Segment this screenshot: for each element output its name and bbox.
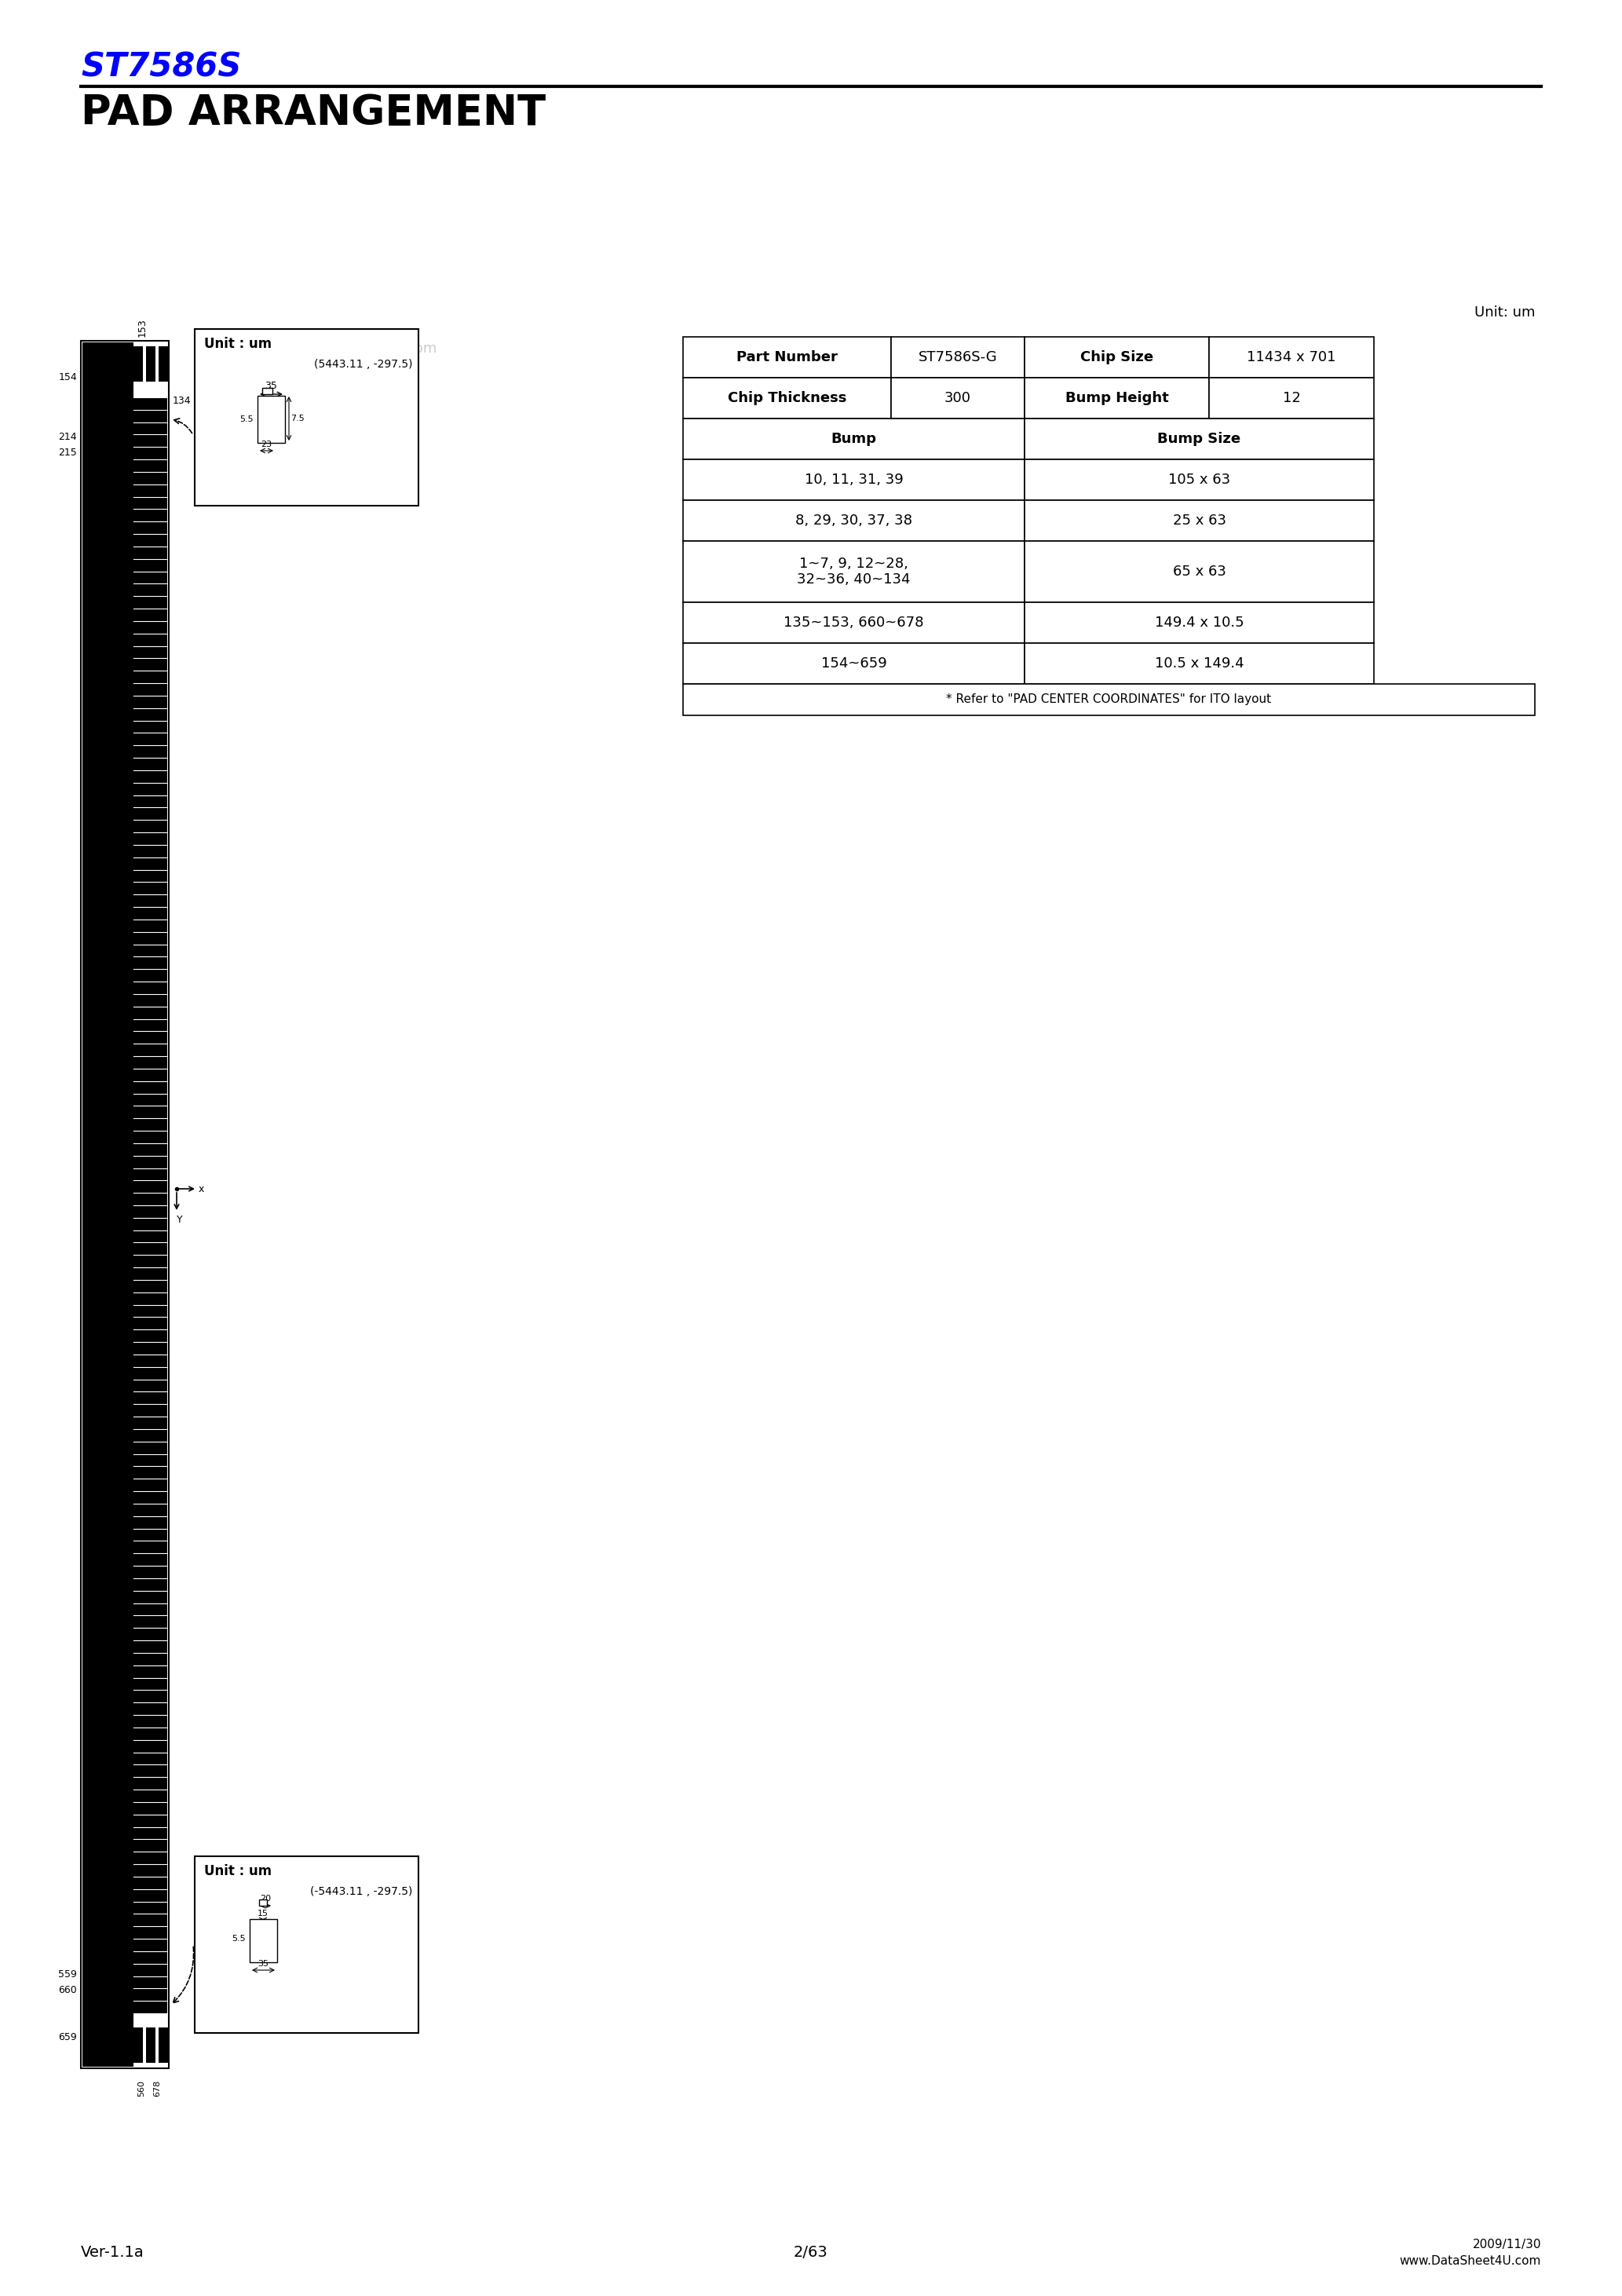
Text: 23: 23 [261, 441, 272, 448]
Bar [1025, 379, 1208, 418]
Text: (-5443.11 , -297.5): (-5443.11 , -297.5) [310, 1885, 412, 1896]
Text: 560: 560 [138, 2080, 146, 2096]
Text: Unit: um: Unit: um [1474, 305, 1534, 319]
Bar [159, 2027, 169, 2062]
Bar [683, 459, 1025, 501]
Bar [195, 328, 418, 505]
Text: 215: 215 [58, 448, 76, 457]
Text: 2009/11/30: 2009/11/30 [1473, 2239, 1541, 2250]
Text: Bump: Bump [830, 432, 876, 445]
Text: ST7586S: ST7586S [81, 51, 242, 83]
Text: 134: 134 [172, 397, 191, 406]
Bar [133, 347, 143, 381]
Text: 10.5 x 149.4: 10.5 x 149.4 [1155, 657, 1244, 670]
Text: 154~659: 154~659 [821, 657, 887, 670]
Text: 1~7, 9, 12~28,
32~36, 40~134: 1~7, 9, 12~28, 32~36, 40~134 [796, 556, 910, 588]
Text: 5.5: 5.5 [232, 1936, 247, 1942]
Bar [263, 388, 272, 395]
Text: 678: 678 [152, 2080, 161, 2096]
Text: 2/63: 2/63 [793, 2245, 829, 2259]
Text: 659: 659 [58, 2032, 76, 2041]
Text: 214: 214 [58, 432, 76, 441]
Text: Y: Y [177, 1215, 183, 1226]
Text: 7.5: 7.5 [290, 416, 305, 422]
Bar [1025, 418, 1374, 459]
Bar [133, 397, 167, 2014]
Bar [683, 542, 1025, 602]
Text: 20: 20 [260, 1894, 271, 1903]
Bar [250, 1919, 277, 1963]
Bar [890, 379, 1025, 418]
Bar [133, 2027, 143, 2062]
Text: 153: 153 [138, 319, 148, 338]
Text: 300: 300 [944, 390, 972, 404]
Bar [1025, 602, 1374, 643]
Bar [1025, 459, 1374, 501]
Bar [683, 338, 890, 379]
Bar [159, 347, 169, 381]
Text: 12: 12 [1283, 390, 1301, 404]
Bar [1208, 379, 1374, 418]
Bar [83, 342, 133, 2066]
Text: Ver-1.1a: Ver-1.1a [81, 2245, 144, 2259]
Bar [683, 684, 1534, 716]
Text: 35: 35 [258, 1961, 269, 1968]
FancyArrowPatch shape [174, 1947, 193, 2002]
Text: 135~153, 660~678: 135~153, 660~678 [783, 615, 925, 629]
Text: www.DataSheet4U.com: www.DataSheet4U.com [269, 342, 436, 356]
Bar [890, 338, 1025, 379]
Text: 660: 660 [58, 1984, 76, 1995]
Bar [1208, 338, 1374, 379]
Text: Chip Thickness: Chip Thickness [728, 390, 847, 404]
Text: PAD ARRANGEMENT: PAD ARRANGEMENT [81, 92, 545, 133]
Bar [146, 347, 156, 381]
Bar [683, 643, 1025, 684]
Text: Unit : um: Unit : um [204, 1864, 272, 1878]
Text: 35: 35 [264, 381, 277, 390]
Text: (5443.11 , -297.5): (5443.11 , -297.5) [313, 358, 412, 370]
Text: 15: 15 [258, 1910, 269, 1917]
Text: 154: 154 [58, 372, 76, 383]
Bar [683, 418, 1025, 459]
Bar [258, 395, 285, 443]
Text: Chip Size: Chip Size [1080, 351, 1153, 365]
Bar [683, 379, 890, 418]
Text: 11434 x 701: 11434 x 701 [1247, 351, 1337, 365]
Text: 8, 29, 30, 37, 38: 8, 29, 30, 37, 38 [795, 514, 912, 528]
Text: 15: 15 [261, 402, 272, 409]
Bar [260, 1899, 268, 1906]
Bar [1025, 501, 1374, 542]
Text: ST7586S-G: ST7586S-G [918, 351, 998, 365]
Bar [195, 1855, 418, 2032]
Bar [683, 602, 1025, 643]
Text: Part Number: Part Number [736, 351, 837, 365]
Text: * Refer to "PAD CENTER COORDINATES" for ITO layout: * Refer to "PAD CENTER COORDINATES" for … [946, 693, 1272, 705]
FancyArrowPatch shape [174, 418, 191, 434]
Text: Unit : um: Unit : um [204, 338, 272, 351]
Text: 559: 559 [58, 1970, 76, 1979]
Text: 10, 11, 31, 39: 10, 11, 31, 39 [805, 473, 903, 487]
Text: www.DataSheet4U.com: www.DataSheet4U.com [1400, 2255, 1541, 2266]
Bar [1025, 643, 1374, 684]
Bar [1025, 542, 1374, 602]
Text: 5.5: 5.5 [240, 416, 253, 422]
Text: 149.4 x 10.5: 149.4 x 10.5 [1155, 615, 1244, 629]
Bar [81, 340, 169, 2069]
Text: Bump Height: Bump Height [1066, 390, 1168, 404]
Bar [146, 2027, 156, 2062]
Bar [1025, 338, 1208, 379]
Text: 65 x 63: 65 x 63 [1173, 565, 1226, 579]
Text: 105 x 63: 105 x 63 [1168, 473, 1231, 487]
Bar [683, 501, 1025, 542]
Text: 25 x 63: 25 x 63 [1173, 514, 1226, 528]
Text: Bump Size: Bump Size [1158, 432, 1241, 445]
Text: x: x [198, 1185, 204, 1194]
